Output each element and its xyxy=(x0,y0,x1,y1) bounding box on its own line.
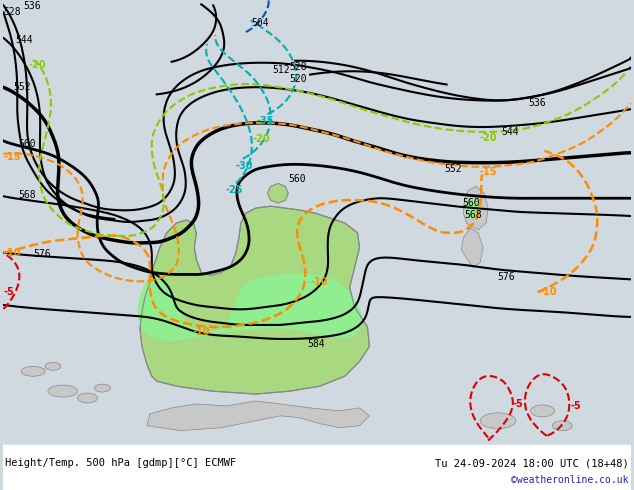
Polygon shape xyxy=(268,183,288,203)
Ellipse shape xyxy=(77,393,98,403)
Polygon shape xyxy=(462,228,483,268)
Text: -10: -10 xyxy=(3,247,21,258)
Text: 560: 560 xyxy=(18,139,36,149)
Text: 552: 552 xyxy=(13,82,31,93)
Ellipse shape xyxy=(45,363,61,370)
Text: -20: -20 xyxy=(28,60,46,70)
Ellipse shape xyxy=(94,384,110,392)
Text: -35: -35 xyxy=(257,116,275,126)
Polygon shape xyxy=(140,206,370,394)
Text: 560: 560 xyxy=(288,173,306,184)
Text: -5: -5 xyxy=(3,287,14,297)
Text: 528: 528 xyxy=(289,62,307,72)
Text: -5: -5 xyxy=(513,399,524,409)
Text: ©weatheronline.co.uk: ©weatheronline.co.uk xyxy=(511,475,628,485)
Ellipse shape xyxy=(552,421,572,431)
Text: -25: -25 xyxy=(225,185,243,196)
Text: 544: 544 xyxy=(15,35,33,45)
Text: -10: -10 xyxy=(193,327,210,337)
Text: -10: -10 xyxy=(540,287,557,297)
Ellipse shape xyxy=(480,413,516,429)
Text: 536: 536 xyxy=(529,98,547,108)
Text: 512: 512 xyxy=(273,65,290,74)
Ellipse shape xyxy=(531,405,554,417)
Text: Tu 24-09-2024 18:00 UTC (18+48): Tu 24-09-2024 18:00 UTC (18+48) xyxy=(419,465,628,475)
Text: 576: 576 xyxy=(497,272,515,282)
Polygon shape xyxy=(138,273,361,342)
Text: 552: 552 xyxy=(444,164,462,173)
Text: 568: 568 xyxy=(465,210,482,220)
Text: Tu 24-09-2024 18:00 UTC (18+48): Tu 24-09-2024 18:00 UTC (18+48) xyxy=(435,458,628,468)
Text: -15: -15 xyxy=(479,167,497,176)
Text: 544: 544 xyxy=(501,127,519,137)
Polygon shape xyxy=(147,401,370,431)
Text: -20: -20 xyxy=(479,133,497,143)
Text: Height/Temp. 500 hPa [gdmp][°C] ECMWF: Height/Temp. 500 hPa [gdmp][°C] ECMWF xyxy=(6,458,236,468)
Text: 536: 536 xyxy=(23,1,41,11)
Bar xyxy=(3,445,631,490)
Ellipse shape xyxy=(22,367,45,376)
Text: -15: -15 xyxy=(3,152,21,162)
Text: -5: -5 xyxy=(570,401,581,411)
Text: 560: 560 xyxy=(462,198,480,208)
Text: 584: 584 xyxy=(307,339,325,349)
Polygon shape xyxy=(463,186,488,230)
Text: -20: -20 xyxy=(253,134,270,144)
Text: ©weatheronline.co.uk: ©weatheronline.co.uk xyxy=(511,478,628,488)
Text: 576: 576 xyxy=(33,248,51,259)
Text: -30: -30 xyxy=(235,161,252,171)
Text: -10: -10 xyxy=(310,277,328,287)
Text: 504: 504 xyxy=(252,18,269,28)
Polygon shape xyxy=(464,200,481,220)
Ellipse shape xyxy=(48,385,77,397)
Text: 568: 568 xyxy=(18,190,36,200)
Text: Height/Temp. 500 hPa [gdmp][°C] ECMWF: Height/Temp. 500 hPa [gdmp][°C] ECMWF xyxy=(6,465,256,475)
Text: 528: 528 xyxy=(3,7,21,17)
Text: 520: 520 xyxy=(289,74,307,84)
